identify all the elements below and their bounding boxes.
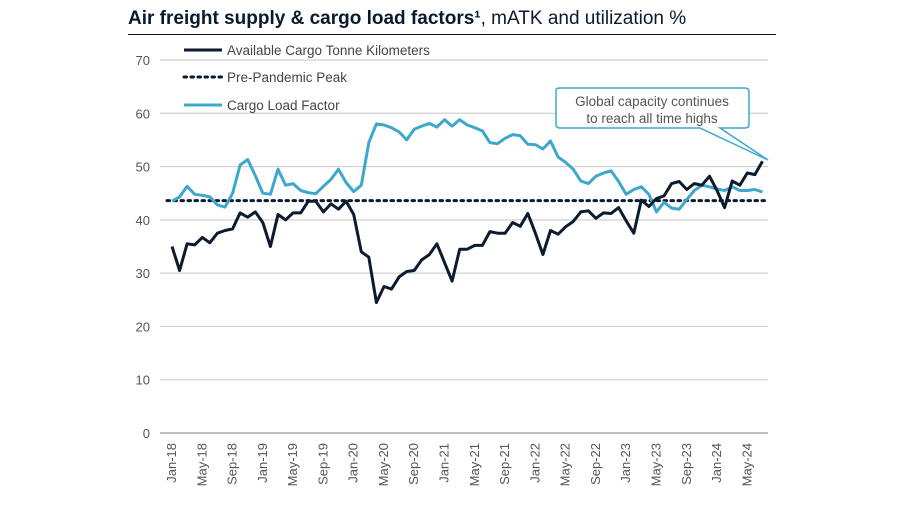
x-tick-label: Sep-18 [225,443,240,485]
x-tick-label: May-21 [467,443,482,486]
y-tick-label: 60 [136,106,150,121]
chart-title-bold: Air freight supply & cargo load factors¹ [128,8,481,29]
x-tick-label: Jan-20 [346,443,361,483]
x-tick-label: Jan-22 [527,443,542,483]
x-tick-label: Sep-23 [679,443,694,485]
y-tick-label: 40 [136,213,150,228]
x-tick-label: May-22 [558,443,573,486]
chart-title-rest: , mATK and utilization % [480,8,687,29]
legend: Available Cargo Tonne Kilometers Pre-Pand… [182,43,430,113]
series-lines [165,118,770,304]
x-axis-ticks: Jan-18 May-18 Sep-18 Jan-19 May-19 Sep-19 Jan-… [164,443,754,486]
x-tick-label: May-19 [285,443,300,486]
x-tick-label: Jan-21 [437,443,452,483]
available-cargo-tonne-km-line [170,160,764,304]
legend-label: Available Cargo Tonne Kilometers [227,43,430,58]
annotation-text: Global capacity continues [575,94,729,109]
x-tick-label: Sep-22 [588,443,603,485]
annotation: Global capacity continues to reach all ti… [555,87,769,161]
x-tick-label: Jan-24 [709,443,724,483]
annotation-text: to reach all time highs [586,111,718,126]
legend-label: Cargo Load Factor [227,98,340,113]
y-tick-label: 70 [136,53,150,68]
y-tick-label: 10 [136,373,150,388]
x-tick-label: Sep-19 [315,443,330,485]
x-tick-label: Sep-21 [497,443,512,485]
x-tick-label: May-20 [376,443,391,486]
title-underline [128,34,776,35]
x-tick-label: May-24 [739,443,754,486]
cargo-load-factor-line [171,118,763,214]
x-tick-label: May-18 [194,443,209,486]
y-tick-label: 30 [136,266,150,281]
x-tick-label: May-23 [648,443,663,486]
y-axis-ticks: 0 10 20 30 40 50 60 70 [136,53,150,441]
y-tick-label: 20 [136,319,150,334]
chart-title: Air freight supply & cargo load factors¹… [128,8,686,30]
gridlines [160,59,768,434]
y-tick-label: 0 [143,426,150,441]
x-tick-label: Jan-19 [255,443,270,483]
x-tick-label: Sep-20 [406,443,421,485]
y-tick-label: 50 [136,160,150,175]
x-tick-label: Jan-18 [164,443,179,483]
annotation-callout [555,87,769,161]
legend-label: Pre-Pandemic Peak [227,70,347,85]
x-tick-label: Jan-23 [618,443,633,483]
